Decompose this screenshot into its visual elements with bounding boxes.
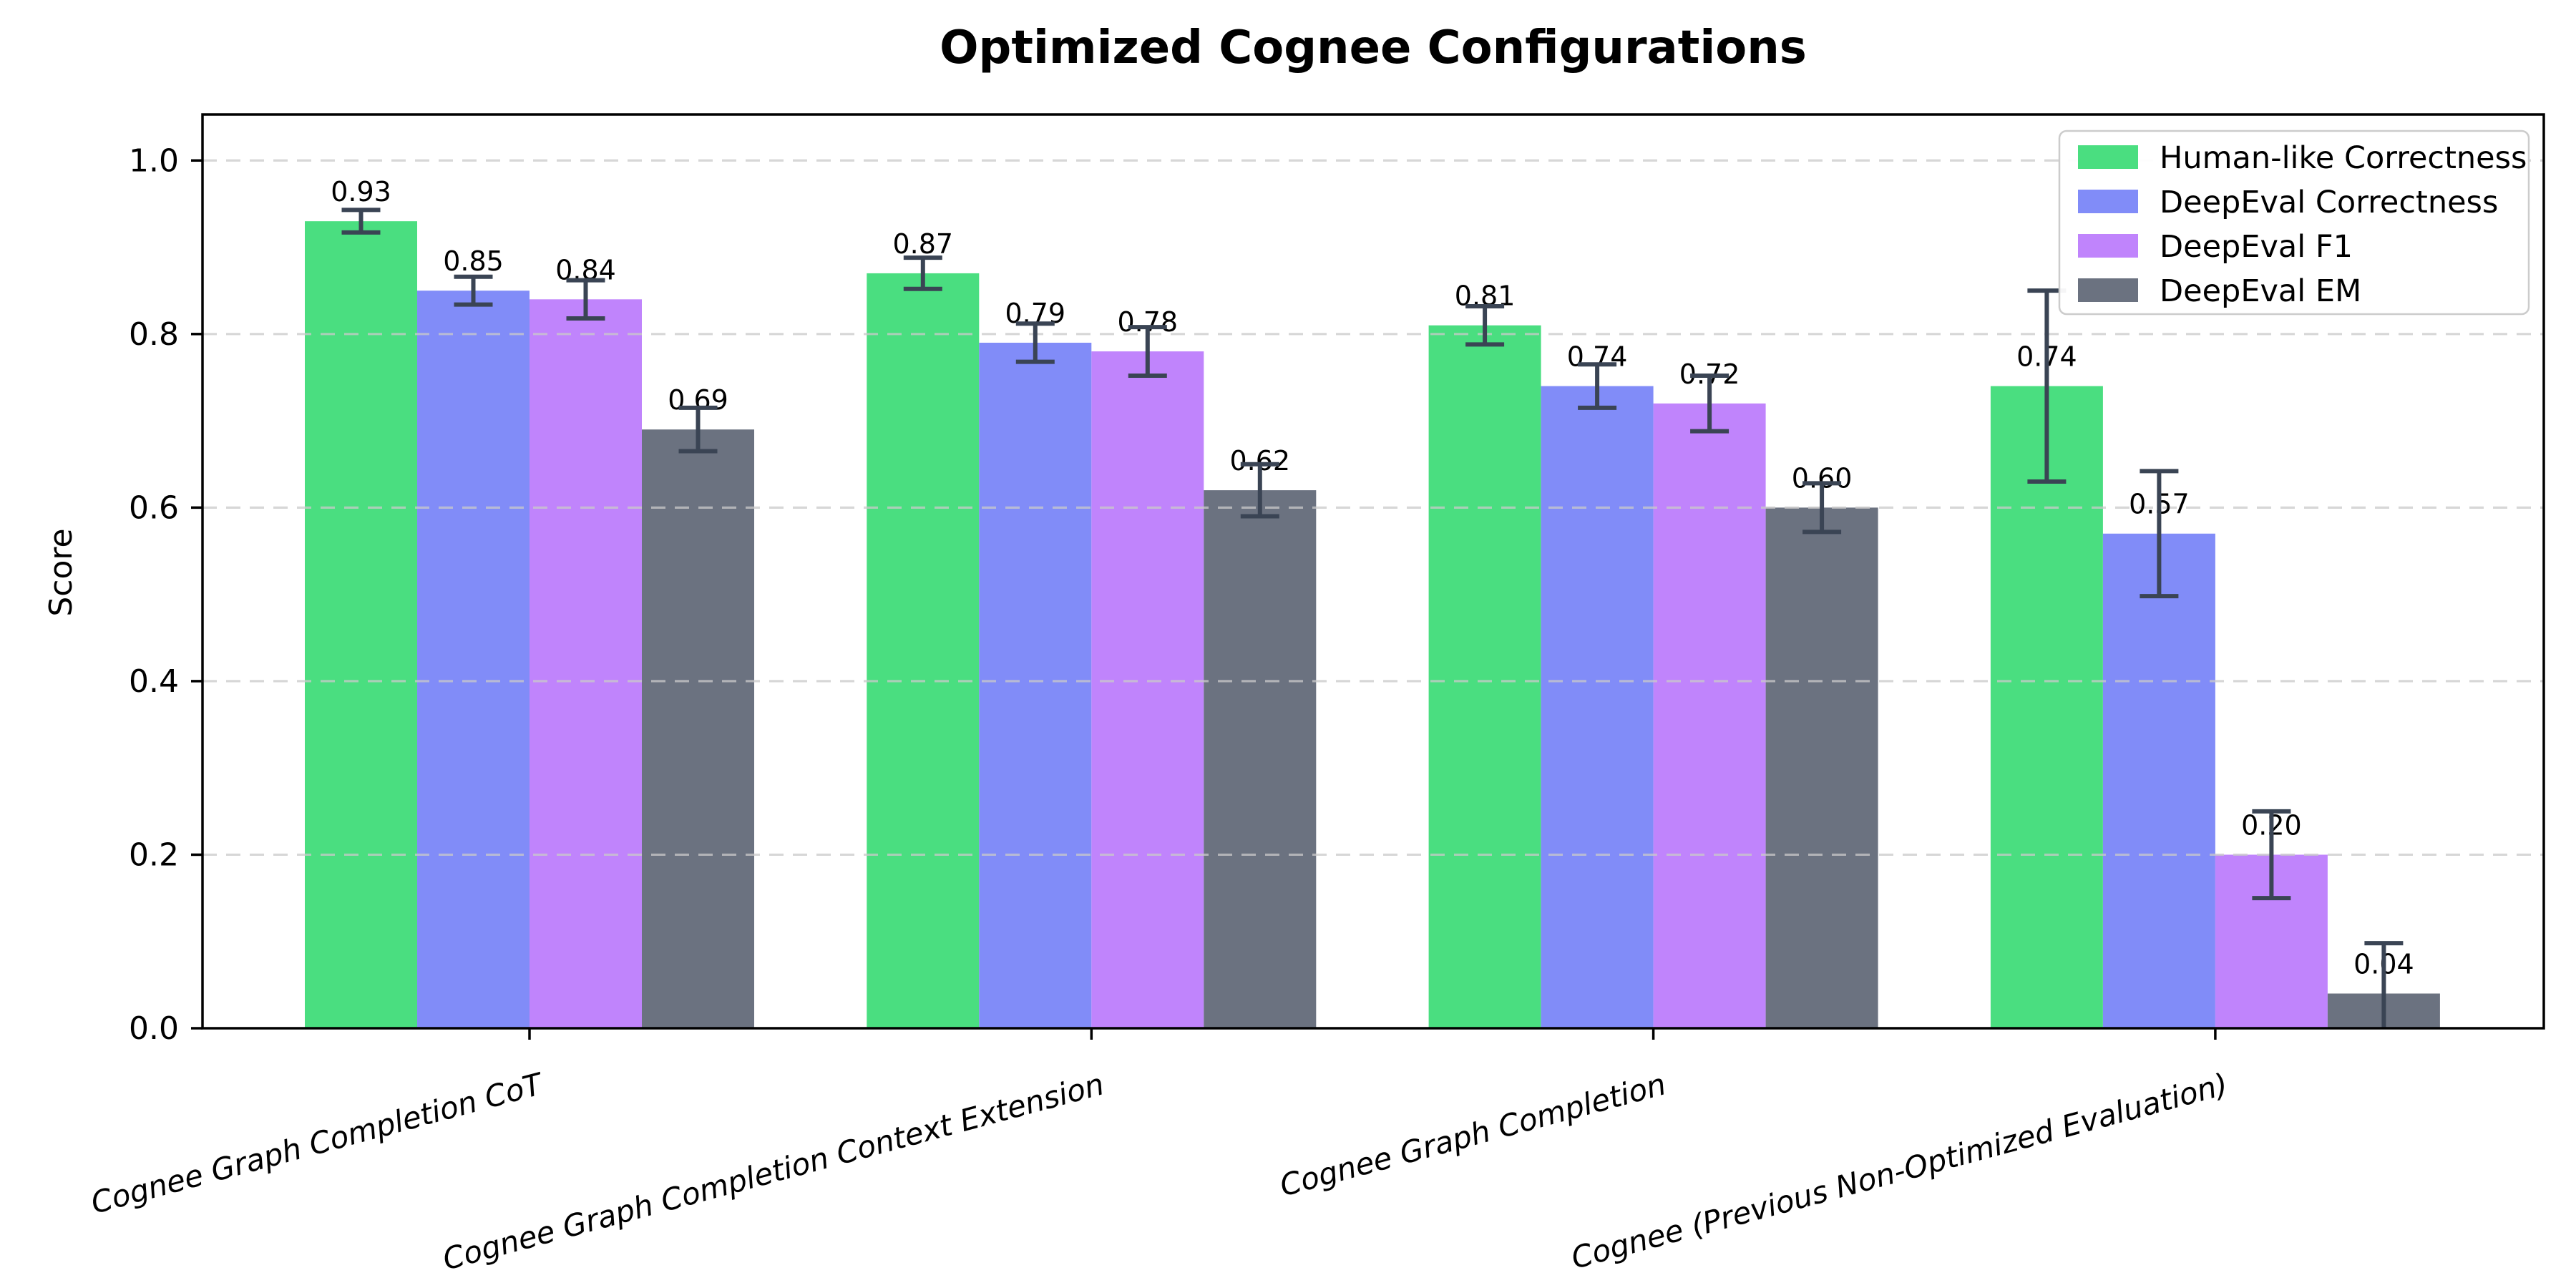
error-bars-layer	[341, 208, 2404, 1028]
bars-layer	[305, 221, 2440, 1029]
legend-swatch-3	[2078, 278, 2138, 302]
bar-0-0	[305, 221, 417, 1028]
bar-2-1	[1091, 351, 1204, 1028]
x-tick-label: Cognee Graph Completion	[1276, 1066, 1669, 1203]
chart-title: Optimized Cognee Configurations	[940, 21, 1807, 74]
bar-1-1	[979, 342, 1092, 1029]
bar-3-1	[1204, 490, 1317, 1028]
bar-1-3	[2102, 533, 2215, 1028]
bar-3-2	[1765, 507, 1878, 1028]
x-tick-label: Cognee Graph Completion CoT	[87, 1065, 548, 1220]
bar-2-2	[1653, 403, 1766, 1028]
bar-value-label: 0.85	[443, 245, 504, 277]
gridlines-layer	[203, 159, 2544, 857]
bar-0-2	[1428, 325, 1541, 1028]
legend-swatch-0	[2078, 145, 2138, 169]
legend-box	[2058, 130, 2530, 316]
legend-label-3: DeepEval EM	[2160, 273, 2361, 309]
legend-label-2: DeepEval F1	[2160, 229, 2353, 265]
y-tick-label: 0.0	[129, 1010, 179, 1047]
bar-value-label: 0.87	[892, 228, 953, 260]
plot-border	[201, 113, 2545, 1030]
bar-1-0	[417, 291, 530, 1028]
y-tick-label: 0.6	[129, 489, 179, 526]
y-tick-label: 0.8	[129, 316, 179, 353]
legend-swatch-2	[2078, 234, 2138, 258]
legend: Human-like Correctness DeepEval Correctne…	[2058, 130, 2530, 316]
bar-2-0	[530, 299, 642, 1028]
axes-layer	[191, 113, 2545, 1040]
bar-0-1	[867, 273, 980, 1029]
y-tick-label: 1.0	[129, 142, 179, 179]
legend-label-0: Human-like Correctness	[2160, 140, 2527, 176]
bar-0-3	[1990, 386, 2103, 1028]
bar-1-2	[1541, 386, 1654, 1028]
bar-value-label: 0.93	[331, 176, 391, 208]
legend-swatch-1	[2078, 190, 2138, 213]
bar-3-0	[642, 429, 754, 1028]
y-axis-label: Score	[43, 528, 79, 616]
y-tick-label: 0.4	[129, 663, 179, 700]
legend-label-1: DeepEval Correctness	[2160, 185, 2498, 220]
y-tick-label: 0.2	[129, 836, 179, 873]
